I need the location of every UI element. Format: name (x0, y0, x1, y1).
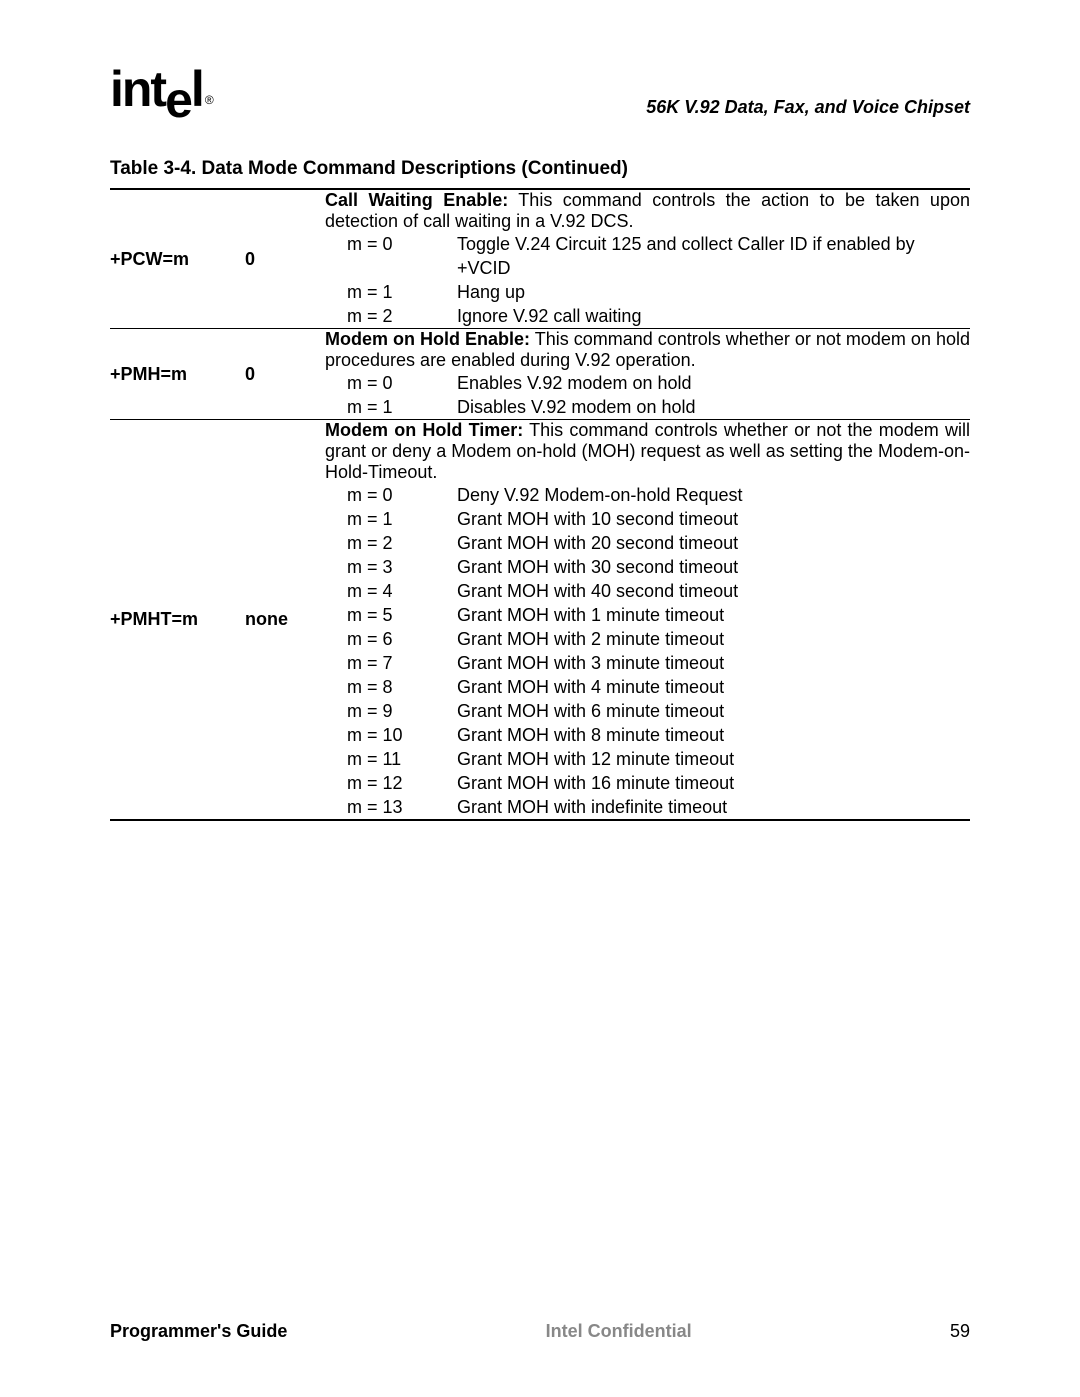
page-header: intel® 56K V.92 Data, Fax, and Voice Chi… (110, 60, 970, 118)
param-key: m = 10 (325, 723, 457, 747)
param-key: m = 3 (325, 555, 457, 579)
param-key: m = 2 (325, 531, 457, 555)
param-key: m = 1 (325, 280, 457, 304)
param-key: m = 1 (325, 395, 457, 420)
description-bold: Call Waiting Enable: (325, 190, 508, 210)
param-desc: Grant MOH with 3 minute timeout (457, 651, 970, 675)
footer-mid: Intel Confidential (546, 1321, 692, 1342)
param-desc: Enables V.92 modem on hold (457, 371, 970, 395)
param-desc: Grant MOH with indefinite timeout (457, 795, 970, 820)
command-cell: +PCW=m (110, 189, 245, 329)
description-bold: Modem on Hold Timer: (325, 420, 523, 440)
param-desc: Grant MOH with 2 minute timeout (457, 627, 970, 651)
param-key: m = 2 (325, 304, 457, 329)
page-footer: Programmer's Guide Intel Confidential 59 (110, 1321, 970, 1342)
param-key: m = 4 (325, 579, 457, 603)
table-caption: Table 3-4. Data Mode Command Description… (110, 158, 970, 180)
param-desc: Grant MOH with 20 second timeout (457, 531, 970, 555)
footer-page-number: 59 (950, 1321, 970, 1342)
param-desc: Deny V.92 Modem-on-hold Request (457, 483, 970, 507)
param-key: m = 0 (325, 483, 457, 507)
command-cell: +PMHT=m (110, 420, 245, 821)
intel-logo: intel® (110, 60, 212, 118)
param-desc: Grant MOH with 8 minute timeout (457, 723, 970, 747)
param-desc: Grant MOH with 10 second timeout (457, 507, 970, 531)
param-key: m = 0 (325, 371, 457, 395)
description-cell: Modem on Hold Timer: This command contro… (325, 420, 970, 484)
param-desc: Toggle V.24 Circuit 125 and collect Call… (457, 232, 970, 280)
param-key: m = 13 (325, 795, 457, 820)
description-cell: Call Waiting Enable: This command contro… (325, 189, 970, 232)
footer-left: Programmer's Guide (110, 1321, 287, 1342)
param-key: m = 5 (325, 603, 457, 627)
param-key: m = 1 (325, 507, 457, 531)
param-key: m = 11 (325, 747, 457, 771)
param-key: m = 6 (325, 627, 457, 651)
default-cell: 0 (245, 189, 325, 329)
param-key: m = 8 (325, 675, 457, 699)
command-cell: +PMH=m (110, 329, 245, 420)
document-title: 56K V.92 Data, Fax, and Voice Chipset (646, 97, 970, 118)
logo-text: intel (110, 61, 203, 128)
param-desc: Disables V.92 modem on hold (457, 395, 970, 420)
default-cell: none (245, 420, 325, 821)
description-cell: Modem on Hold Enable: This command contr… (325, 329, 970, 372)
param-desc: Grant MOH with 4 minute timeout (457, 675, 970, 699)
param-key: m = 12 (325, 771, 457, 795)
param-desc: Grant MOH with 1 minute timeout (457, 603, 970, 627)
param-key: m = 7 (325, 651, 457, 675)
default-cell: 0 (245, 329, 325, 420)
param-key: m = 9 (325, 699, 457, 723)
registered-mark: ® (205, 93, 212, 107)
param-key: m = 0 (325, 232, 457, 280)
param-desc: Hang up (457, 280, 970, 304)
param-desc: Grant MOH with 40 second timeout (457, 579, 970, 603)
param-desc: Ignore V.92 call waiting (457, 304, 970, 329)
command-table: +PCW=m 0 Call Waiting Enable: This comma… (110, 188, 970, 821)
param-desc: Grant MOH with 12 minute timeout (457, 747, 970, 771)
param-desc: Grant MOH with 30 second timeout (457, 555, 970, 579)
param-desc: Grant MOH with 16 minute timeout (457, 771, 970, 795)
param-desc: Grant MOH with 6 minute timeout (457, 699, 970, 723)
description-bold: Modem on Hold Enable: (325, 329, 530, 349)
